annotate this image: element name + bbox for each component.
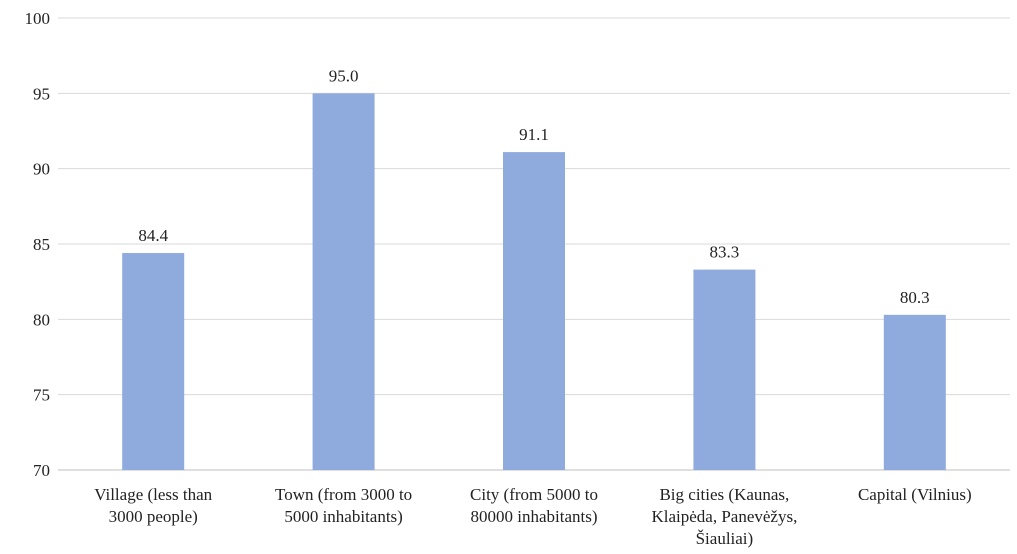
y-tick-label: 75 [33, 386, 50, 405]
bar-value-label: 91.1 [519, 125, 549, 144]
x-category-label-line: Big cities (Kaunas, [659, 485, 789, 504]
y-tick-label: 90 [33, 160, 50, 179]
y-tick-label: 100 [25, 9, 51, 28]
x-category-label-line: 80000 inhabitants) [470, 507, 597, 526]
y-tick-label: 95 [33, 84, 50, 103]
bar [883, 314, 946, 470]
bar-value-label: 84.4 [138, 226, 168, 245]
bar [122, 253, 185, 470]
x-category-label: Big cities (Kaunas, Klaipėda, Panevėžys, Š… [651, 485, 797, 548]
x-category-label: Town (from 3000 to 5000 inhabitants) [275, 485, 412, 526]
bar [693, 269, 756, 470]
x-category-label-line: Town (from 3000 to [275, 485, 412, 504]
x-category-label-line: Capital (Vilnius) [858, 485, 972, 504]
x-category-label-line: Village (less than [94, 485, 212, 504]
x-category-label-line: 3000 people) [109, 507, 198, 526]
bar [503, 152, 565, 471]
y-tick-label: 85 [33, 235, 50, 254]
y-tick-label: 80 [33, 310, 50, 329]
bar-value-label: 80.3 [900, 288, 930, 307]
x-category-label: Village (less than 3000 people) [94, 485, 212, 526]
x-category-label: City (from 5000 to 80000 inhabitants) [470, 485, 598, 526]
bar-value-label: 83.3 [710, 243, 740, 262]
y-axis-tick-labels: 70 75 80 85 90 95 100 [25, 9, 51, 480]
x-category-label: Capital (Vilnius) [858, 485, 972, 504]
x-axis-category-labels: Village (less than 3000 people) Town (from… [94, 485, 971, 548]
x-category-label-line: City (from 5000 to [470, 485, 598, 504]
data-labels: 84.4 95.0 91.1 83.3 80.3 [138, 66, 929, 306]
bar [312, 93, 375, 470]
x-category-label-line: 5000 inhabitants) [284, 507, 403, 526]
x-category-label-line: Šiauliai) [696, 529, 754, 548]
y-tick-label: 70 [33, 461, 50, 480]
bars [122, 93, 946, 471]
bar-value-label: 95.0 [329, 66, 359, 85]
x-category-label-line: Klaipėda, Panevėžys, [651, 507, 797, 526]
